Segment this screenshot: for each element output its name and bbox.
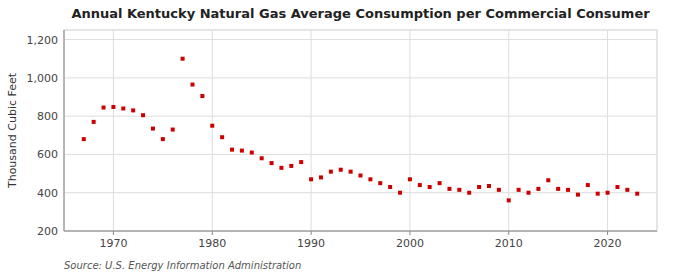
- data-point: [546, 178, 550, 182]
- data-point: [230, 148, 234, 152]
- title: Annual Kentucky Natural Gas Average Cons…: [71, 6, 650, 21]
- data-point: [339, 168, 343, 172]
- data-point: [250, 151, 254, 155]
- x-tick: [508, 231, 509, 235]
- x-grid-line: [607, 30, 608, 231]
- data-point: [447, 187, 451, 191]
- data-point: [477, 185, 481, 189]
- data-point: [438, 181, 442, 185]
- x-tick: [409, 231, 410, 235]
- data-point: [378, 181, 382, 185]
- data-point: [210, 124, 214, 128]
- y-tick-label: 600: [37, 148, 58, 161]
- data-point: [418, 183, 422, 187]
- data-point: [92, 120, 96, 124]
- data-point: [566, 188, 570, 192]
- x-tick-label: 2020: [594, 237, 622, 250]
- data-point: [200, 94, 204, 98]
- x-tick-label: 1970: [99, 237, 127, 250]
- y-tick-label: 800: [37, 110, 58, 123]
- data-point: [279, 166, 283, 170]
- data-point: [319, 175, 323, 179]
- grid: [64, 30, 657, 231]
- data-point: [576, 193, 580, 197]
- y-tick-label: 200: [37, 225, 58, 238]
- chart: 200 400 600 800 1,000 1,200 1970 1980 1990 2000 20…: [0, 0, 675, 275]
- data-point: [121, 106, 125, 110]
- data-point: [270, 161, 274, 165]
- data-point: [517, 188, 521, 192]
- x-grid-line: [113, 30, 114, 231]
- points: [82, 57, 639, 203]
- data-point: [240, 149, 244, 153]
- data-point: [527, 191, 531, 195]
- y-tick-label: 1,200: [27, 34, 59, 47]
- x-tick-label: 2010: [495, 237, 523, 250]
- x-tick-label: 2000: [396, 237, 424, 250]
- x-grid-line: [311, 30, 312, 231]
- data-point: [536, 187, 540, 191]
- data-point: [487, 184, 491, 188]
- x-axis-line: [64, 231, 657, 232]
- data-point: [349, 170, 353, 174]
- y-grid-line: [64, 231, 657, 232]
- y-grid-line: [64, 154, 657, 155]
- data-point: [260, 156, 264, 160]
- data-point: [359, 173, 363, 177]
- data-point: [102, 106, 106, 110]
- x-tick: [212, 231, 213, 235]
- data-point: [161, 137, 165, 141]
- data-point: [141, 113, 145, 117]
- x-grid-line: [409, 30, 410, 231]
- data-point: [289, 164, 293, 168]
- data-point: [190, 83, 194, 87]
- data-point: [457, 188, 461, 192]
- y-axis-line: [64, 30, 65, 231]
- x-tick-label: 1990: [297, 237, 325, 250]
- data-point: [220, 135, 224, 139]
- x-tick-label: 1980: [198, 237, 226, 250]
- data-point: [615, 185, 619, 189]
- data-point: [596, 192, 600, 196]
- data-point: [309, 177, 313, 181]
- data-point: [556, 187, 560, 191]
- y-axis-label: Thousand Cubic Feet: [6, 72, 19, 189]
- data-point: [428, 185, 432, 189]
- data-point: [151, 127, 155, 131]
- y-grid-line: [64, 39, 657, 40]
- data-point: [388, 185, 392, 189]
- data-point: [398, 191, 402, 195]
- y-grid-line: [64, 116, 657, 117]
- plot-frame: [64, 30, 657, 231]
- y-tick-label: 400: [37, 187, 58, 200]
- data-point: [299, 160, 303, 164]
- data-point: [635, 192, 639, 196]
- x-tick: [607, 231, 608, 235]
- y-tick-label: 1,000: [27, 72, 59, 85]
- source-note: Source: U.S. Energy Information Administ…: [64, 260, 301, 271]
- data-point: [111, 105, 115, 109]
- data-point: [606, 191, 610, 195]
- data-point: [467, 191, 471, 195]
- data-point: [408, 177, 412, 181]
- data-point: [368, 177, 372, 181]
- data-point: [329, 170, 333, 174]
- data-point: [171, 128, 175, 132]
- data-point: [131, 108, 135, 112]
- y-grid-line: [64, 77, 657, 78]
- data-point: [507, 198, 511, 202]
- x-tick: [311, 231, 312, 235]
- data-point: [497, 188, 501, 192]
- data-point: [586, 183, 590, 187]
- data-point: [82, 137, 86, 141]
- x-grid-line: [212, 30, 213, 231]
- y-grid-line: [64, 192, 657, 193]
- x-tick: [113, 231, 114, 235]
- data-point: [181, 57, 185, 61]
- data-point: [625, 188, 629, 192]
